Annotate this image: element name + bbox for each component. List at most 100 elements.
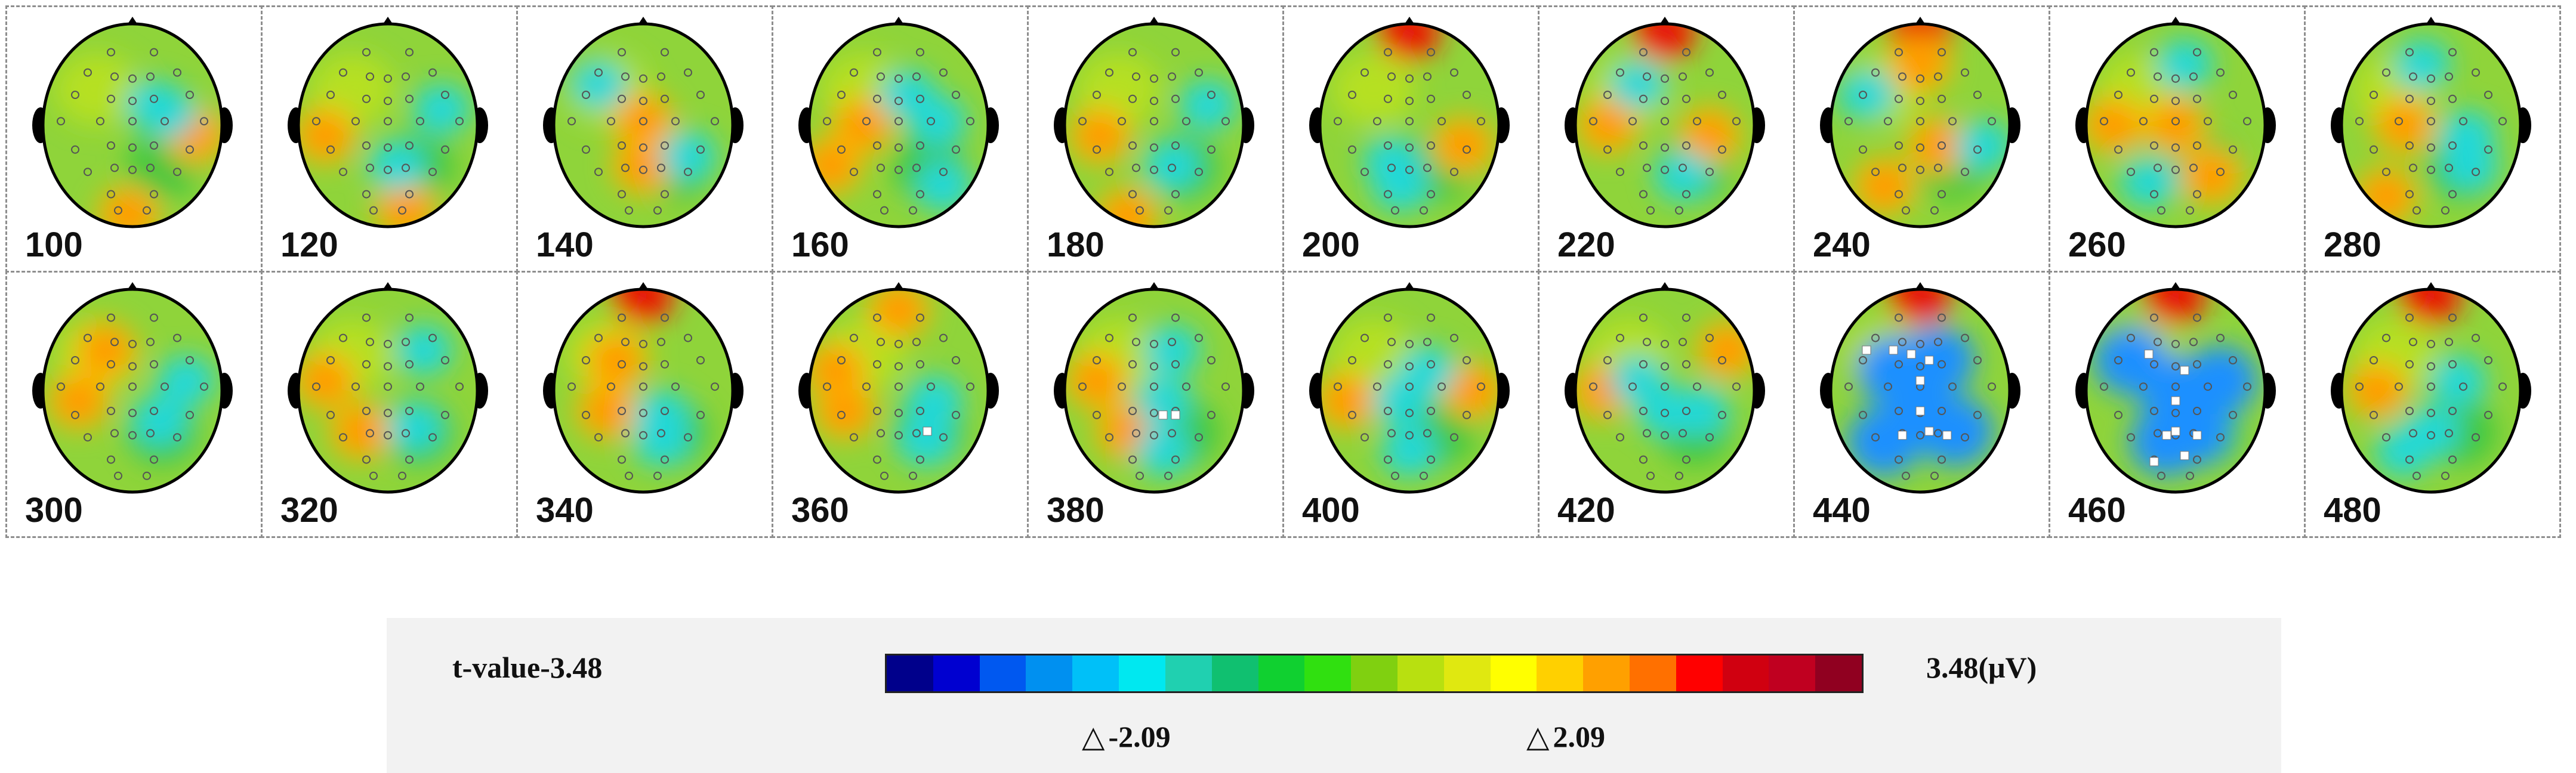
electrode-marker (384, 409, 392, 418)
electrode-marker (1973, 145, 1982, 154)
electrode-marker (1420, 206, 1428, 215)
electrode-marker (2459, 117, 2467, 126)
electrode-marker (2154, 72, 2162, 81)
electrode-marker (1427, 455, 1435, 464)
electrode-marker (1628, 382, 1637, 391)
electrode-marker (1195, 433, 1203, 442)
electrode-marker (128, 165, 137, 174)
negative-activity-blob (1143, 325, 1201, 375)
colorbar-swatch (1537, 655, 1584, 691)
topomap-cell: 440 (1793, 271, 2050, 538)
electrode-marker (173, 433, 181, 442)
electrode-marker (1732, 382, 1741, 391)
electrode-marker (1661, 431, 1669, 440)
colorbar-swatch (1583, 655, 1630, 691)
scalp-topomap (1309, 17, 1510, 228)
electrode-marker (1693, 382, 1701, 391)
electrode-marker (1705, 433, 1714, 442)
electrode-marker (1427, 48, 1435, 57)
electrode-marker (1603, 91, 1612, 99)
electrode-marker (1427, 360, 1435, 369)
electrode-marker (582, 145, 590, 154)
electrode-marker (837, 91, 846, 99)
electrode-marker (653, 206, 662, 215)
electrode-marker (384, 382, 392, 391)
electrode-marker (618, 190, 626, 199)
head-outline (1063, 22, 1245, 228)
electrode-marker (1405, 74, 1414, 83)
electrode-marker (639, 409, 647, 418)
electrode-marker (455, 117, 464, 126)
electrode-marker (2127, 168, 2135, 177)
electrode-marker (927, 117, 935, 126)
electrode-marker (1437, 382, 1446, 391)
electrode-marker (2441, 471, 2449, 480)
electrode-marker (2355, 117, 2364, 126)
electrode-marker (339, 333, 347, 342)
significant-electrode-marker (1889, 345, 1898, 355)
scalp-topomap (798, 17, 999, 228)
electrode-marker (366, 338, 374, 347)
electrode-marker (186, 91, 194, 99)
significant-electrode-marker (1915, 376, 1925, 385)
electrode-marker (1938, 360, 1946, 369)
electrode-marker (384, 431, 392, 440)
electrode-marker (1132, 429, 1140, 438)
negative-activity-blob (879, 70, 936, 120)
electrode-marker (661, 407, 669, 415)
electrode-marker (1661, 339, 1669, 348)
electrode-marker (150, 455, 158, 464)
electrode-marker (877, 72, 885, 81)
electrode-marker (2459, 382, 2467, 391)
topomap-cell: 300 (5, 271, 263, 538)
electrode-marker (2157, 206, 2165, 215)
electrode-marker (1150, 117, 1158, 126)
electrode-marker (657, 72, 665, 81)
electrode-marker (1705, 168, 1714, 177)
electrode-marker (1844, 117, 1853, 126)
electrode-marker (2193, 190, 2201, 199)
electrode-marker (1221, 382, 1230, 391)
positive-threshold-value: 2.09 (1553, 720, 1605, 753)
electrode-marker (2427, 362, 2435, 371)
time-label: 160 (791, 225, 849, 264)
electrode-marker (1682, 141, 1690, 150)
electrode-marker (128, 431, 137, 440)
electrode-marker (850, 433, 858, 442)
head-outline (1318, 287, 1501, 494)
electrode-marker (862, 117, 871, 126)
electrode-marker (1150, 165, 1158, 174)
electrode-marker (1387, 163, 1396, 172)
electrode-marker (1961, 168, 1969, 177)
electrode-marker (873, 141, 881, 150)
electrode-marker (2229, 91, 2237, 99)
electrode-marker (661, 94, 669, 103)
electrode-marker (939, 68, 948, 77)
colorbar-swatch (1443, 655, 1491, 691)
electrode-marker (441, 356, 449, 364)
electrode-marker (362, 141, 371, 150)
significant-electrode-marker (2180, 451, 2189, 460)
electrode-marker (1916, 74, 1924, 83)
electrode-marker (877, 429, 885, 438)
electrode-marker (1661, 165, 1669, 174)
electrode-marker (912, 338, 921, 347)
electrode-marker (1682, 407, 1690, 415)
electrode-marker (618, 141, 626, 150)
electrode-marker (582, 356, 590, 364)
electrode-marker (1463, 410, 1471, 419)
electrode-marker (2405, 94, 2414, 103)
electrode-marker (661, 48, 669, 57)
time-label: 280 (2324, 225, 2381, 264)
electrode-marker (873, 190, 881, 199)
electrode-marker (1334, 382, 1342, 391)
electrode-marker (405, 48, 414, 57)
colorbar-swatch (1490, 655, 1537, 691)
electrode-marker (2216, 168, 2225, 177)
electrode-marker (1938, 455, 1946, 464)
electrode-marker (1361, 333, 1369, 342)
electrode-marker (1387, 429, 1396, 438)
electrode-marker (2445, 338, 2453, 347)
electrode-marker (1427, 407, 1435, 415)
electrode-marker (671, 117, 680, 126)
